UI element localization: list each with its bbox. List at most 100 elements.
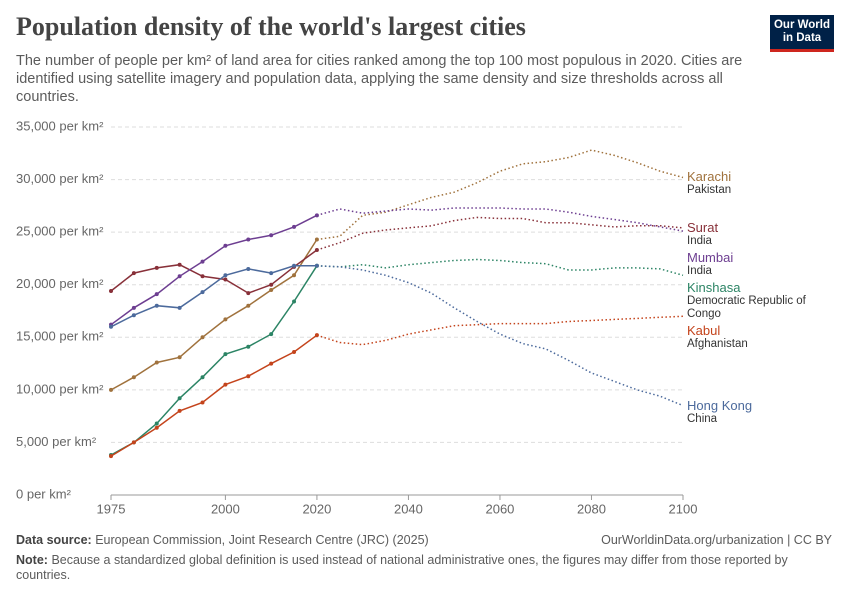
point (292, 263, 297, 268)
point (292, 273, 297, 278)
point (246, 344, 251, 349)
title: Population density of the world's larges… (16, 12, 526, 41)
point (246, 374, 251, 379)
source-text: European Commission, Joint Research Cent… (95, 533, 429, 547)
line-observed (110, 239, 318, 391)
point (109, 289, 113, 294)
series-country: Pakistan (687, 184, 732, 197)
y-tick-label: 10,000 per km² (16, 381, 104, 396)
y-tick-label: 30,000 per km² (16, 171, 104, 186)
point (177, 396, 182, 401)
line-projection (316, 207, 684, 232)
series-name: Surat (687, 219, 719, 235)
line-projection (316, 149, 684, 241)
point (314, 213, 319, 218)
source: Data source: European Commission, Joint … (16, 533, 429, 548)
point (314, 333, 319, 338)
point (223, 243, 228, 248)
point (314, 263, 319, 268)
line-observed (110, 214, 318, 326)
point (200, 400, 205, 405)
point (154, 425, 159, 430)
y-tick-label: 20,000 per km² (16, 276, 104, 291)
point (292, 224, 297, 229)
y-tick-label: 0 per km² (16, 486, 72, 501)
point (154, 421, 159, 426)
series-country: India (687, 264, 712, 277)
series-name: Mumbai (687, 249, 734, 265)
point (154, 303, 159, 308)
x-tick-label: 2060 (485, 501, 514, 516)
y-tick-label: 15,000 per km² (16, 329, 104, 344)
x-tick-label: 2000 (211, 501, 240, 516)
point (246, 237, 251, 242)
point (314, 237, 319, 242)
series-name: Karachi (687, 169, 732, 185)
y-tick-label: 35,000 per km² (16, 118, 104, 133)
point (131, 440, 136, 445)
point (246, 303, 251, 308)
series-name: Kinshasa (687, 279, 741, 295)
point (269, 287, 274, 292)
point (246, 266, 251, 271)
point (154, 265, 159, 270)
point (269, 233, 274, 238)
point (154, 360, 159, 365)
line-observed (110, 265, 318, 456)
point (246, 291, 251, 296)
x-tick-label: 2100 (669, 501, 698, 516)
note-label: Note: (16, 553, 48, 567)
point (154, 292, 159, 297)
logo-text: Our World (773, 19, 830, 31)
series-label: Kabul Afghanistan (687, 324, 827, 351)
point (200, 375, 205, 380)
point (177, 305, 182, 310)
series-country: China (687, 412, 718, 425)
url[interactable]: OurWorldinData.org/urbanization | CC BY (601, 533, 832, 547)
series-name: Kabul (687, 322, 721, 338)
point (131, 375, 136, 380)
x-tick-label: 1975 (97, 501, 126, 516)
point (131, 313, 136, 318)
line-observed (110, 249, 318, 294)
series-label: Kinshasa Democratic Republic of Congo (687, 281, 827, 321)
source-label: Data source: (16, 533, 92, 547)
x-tick-label: 2020 (302, 501, 331, 516)
x-tick-label: 2080 (577, 501, 606, 516)
point (292, 350, 297, 355)
point (223, 277, 228, 282)
point (223, 382, 228, 387)
logo[interactable]: Our World in Data (770, 15, 834, 52)
point (109, 454, 113, 459)
point (200, 259, 205, 264)
point (131, 271, 136, 276)
point (200, 290, 205, 295)
point (177, 274, 182, 279)
point (314, 248, 319, 253)
y-tick-label: 25,000 per km² (16, 224, 104, 239)
logo-text: in Data (782, 32, 822, 44)
line-projection (316, 265, 684, 407)
line-observed (110, 265, 317, 328)
series-country: Democratic Republic of Congo (687, 294, 806, 320)
point (269, 361, 274, 366)
line-projection (316, 258, 684, 277)
point (109, 324, 113, 329)
series-label: Hong Kong China (687, 399, 827, 426)
note: Note: Because a standardized global defi… (16, 553, 816, 583)
series-label: Karachi Pakistan (687, 170, 827, 197)
point (269, 332, 274, 337)
line-observed (110, 334, 318, 457)
point (177, 355, 182, 360)
x-tick-label: 2040 (394, 501, 423, 516)
subtitle: The number of people per km² of land are… (16, 53, 743, 105)
point (131, 305, 136, 310)
point (200, 335, 205, 340)
series-label: Mumbai India (687, 251, 827, 278)
series-country: Afghanistan (687, 337, 748, 350)
point (223, 273, 228, 278)
series-label: Surat India (687, 221, 827, 248)
point (177, 408, 182, 413)
line-projection (316, 315, 684, 346)
